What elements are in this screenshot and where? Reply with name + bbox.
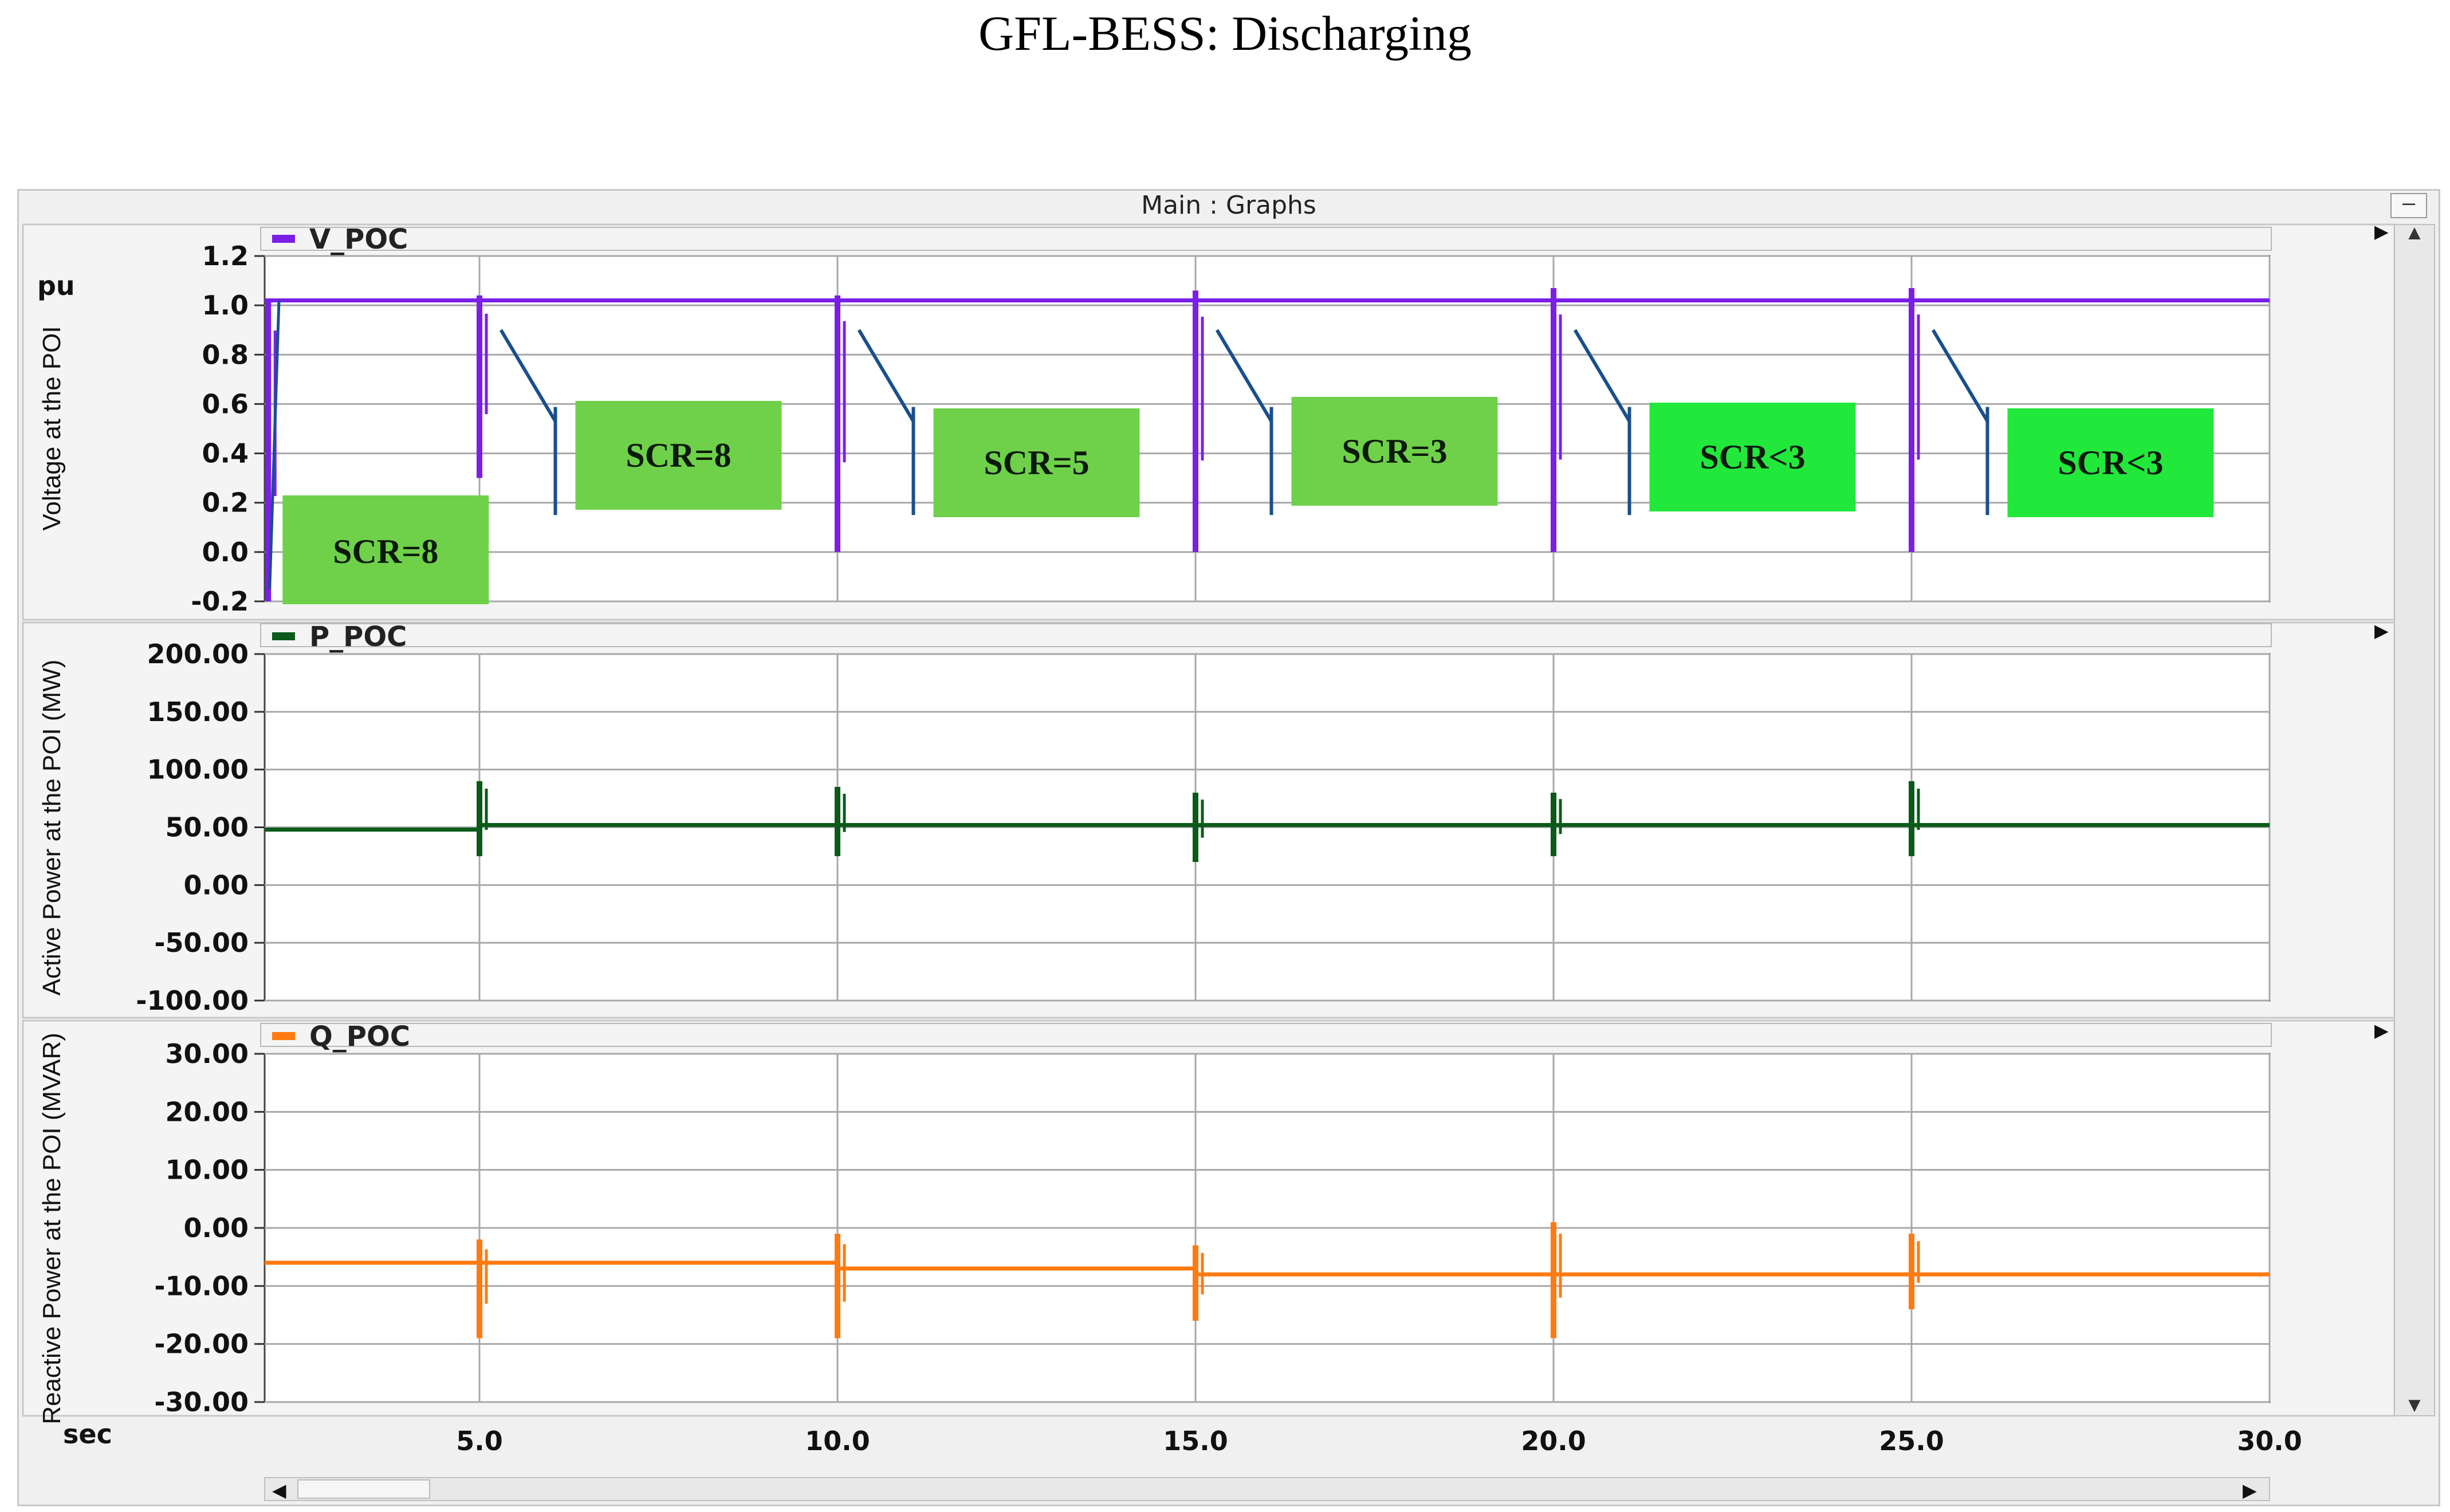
scroll-left-icon[interactable]: ◀ (272, 1480, 286, 1501)
scroll-up-icon[interactable]: ▲ (2404, 220, 2425, 244)
chart-marks: 5.0 10.0 15.0 20.0 25.0 30.0 1.2 1.0 0.8 0.6 0.4 0.… (38, 223, 2302, 1456)
voltage-legend-bar (260, 227, 2272, 251)
y-tick-label: -10.00 (154, 1270, 249, 1301)
legend-swatch (272, 1032, 295, 1040)
y-tick-label: 20.00 (165, 1096, 249, 1127)
horizontal-scroll-thumb[interactable] (297, 1479, 430, 1499)
panel-menu-arrow-icon[interactable]: ▶ (2374, 221, 2389, 242)
scr-annotation-box (2007, 408, 2214, 517)
legend-label: V_POC (309, 223, 408, 255)
scr-annotation-label: SCR<3 (1700, 438, 1805, 476)
y-axis-label: Reactive Power at the POI (MVAR) (38, 1033, 66, 1424)
horizontal-scrollbar[interactable] (264, 1477, 2270, 1501)
y-tick-label: 0.00 (184, 1212, 249, 1243)
minimize-button[interactable]: – (2390, 191, 2427, 218)
x-tick-label: 20.0 (1521, 1426, 1586, 1456)
panel-menu-arrow-icon[interactable]: ▶ (2374, 1020, 2389, 1041)
scr-pointer-line (857, 329, 915, 423)
legend-label: P_POC (309, 621, 407, 653)
scr-annotation-label: SCR=5 (984, 444, 1089, 482)
y-tick-label: -100.00 (136, 985, 249, 1016)
y-tick-label: -30.00 (154, 1387, 249, 1418)
scroll-down-icon[interactable]: ▼ (2404, 1393, 2425, 1416)
scroll-right-icon[interactable]: ▶ (2243, 1480, 2257, 1501)
scr-pointer-line (1215, 329, 1273, 423)
scr-annotation-box (282, 495, 489, 604)
scr-pointer-line (499, 329, 557, 423)
scr-annotation-box (1649, 403, 1856, 511)
y-tick-label: 100.00 (147, 754, 249, 785)
scr-annotation-box (575, 401, 782, 510)
figure-title: GFL-BESS: Discharging (978, 6, 1472, 61)
scr-annotation-box (933, 408, 1140, 517)
y-tick-label: 0.2 (202, 487, 249, 518)
scr-annotation-label: SCR=3 (1342, 432, 1447, 470)
y-tick-label: 10.00 (165, 1155, 249, 1186)
y-tick-label: -50.00 (154, 927, 249, 958)
legend-label: Q_POC (309, 1021, 410, 1053)
y-tick-label: 0.0 (202, 537, 249, 568)
window-title: Main : Graphs (1141, 191, 1316, 220)
y-tick-label: 1.2 (202, 241, 249, 271)
x-tick-label: 10.0 (805, 1426, 870, 1456)
y-tick-label: 1.0 (202, 290, 249, 321)
y-tick-label: 0.00 (184, 869, 249, 900)
x-tick-label: 30.0 (2237, 1426, 2302, 1456)
legend-swatch (272, 632, 295, 640)
y-tick-label: 30.00 (165, 1038, 249, 1069)
scr-pointer-line (268, 300, 281, 589)
scr-annotation-label: SCR=8 (626, 436, 731, 474)
y-tick-label: 0.6 (202, 388, 249, 419)
y-tick-label: 150.00 (147, 696, 249, 727)
voltage-plot-area (264, 255, 2271, 603)
series-line-Q_POC (265, 1261, 2270, 1277)
x-tick-label: 5.0 (456, 1426, 503, 1456)
y-axis-label: Voltage at the POI (38, 326, 66, 530)
scr-pointer-line (1931, 329, 1989, 423)
scr-annotation-box (1291, 397, 1498, 506)
y-tick-label: 50.00 (165, 812, 249, 843)
voltage-unit-label: pu (37, 270, 75, 301)
y-tick-label: -20.00 (154, 1329, 249, 1360)
vertical-scrollbar[interactable] (2394, 224, 2435, 1416)
x-axis-unit: sec (63, 1419, 112, 1450)
y-tick-label: 0.4 (202, 438, 249, 469)
active-power-legend-bar (260, 623, 2272, 647)
reactive-power-legend-bar (260, 1023, 2272, 1047)
y-tick-label: 0.8 (202, 339, 249, 370)
y-axis-label: Active Power at the POI (MW) (38, 660, 66, 996)
y-tick-label: -0.2 (191, 586, 249, 617)
x-tick-label: 15.0 (1163, 1426, 1228, 1456)
y-tick-label: 200.00 (147, 639, 249, 670)
scr-annotation-label: SCR<3 (2058, 444, 2163, 482)
x-tick-label: 25.0 (1879, 1426, 1944, 1456)
panel-menu-arrow-icon[interactable]: ▶ (2374, 620, 2389, 641)
scr-pointer-line (1573, 329, 1631, 423)
legend-swatch (272, 235, 295, 243)
scr-annotation-label: SCR=8 (333, 533, 438, 570)
